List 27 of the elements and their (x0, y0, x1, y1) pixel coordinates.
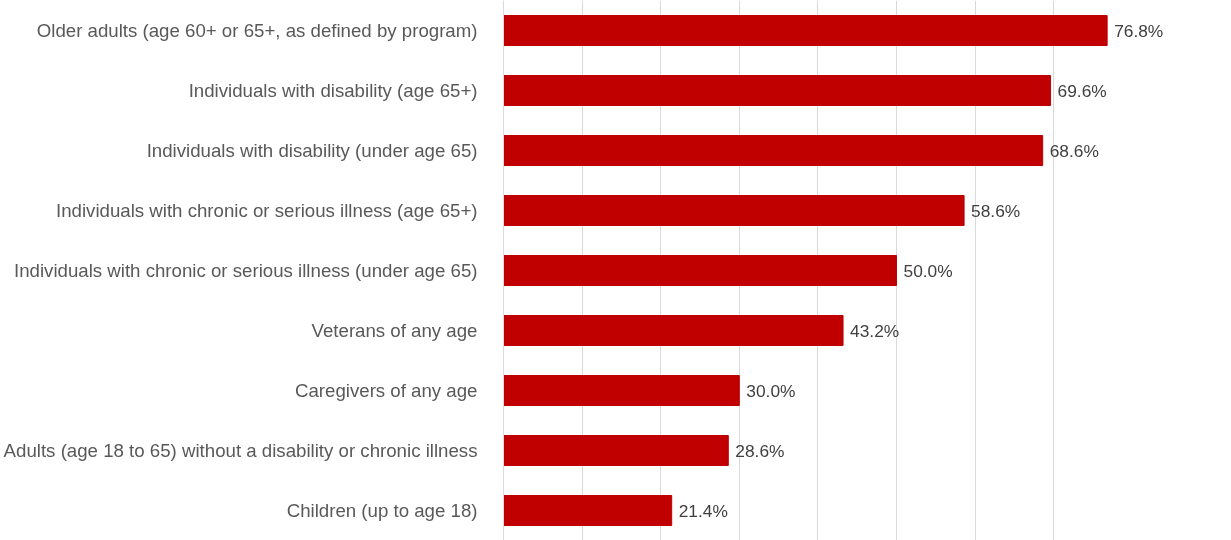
y-tick-label: Children (up to age 18) (286, 500, 478, 521)
bar (503, 75, 1052, 106)
y-tick-label: Individuals with disability (age 65+) (188, 80, 478, 101)
data-label: 43.2% (850, 320, 900, 341)
bar (503, 315, 844, 346)
data-label: 50.0% (903, 260, 953, 281)
y-tick-label: Individuals with chronic or serious illness (age 65+) (55, 200, 478, 221)
data-label: 68.6% (1049, 140, 1099, 161)
data-label: 69.6% (1057, 80, 1107, 101)
bar (503, 375, 740, 406)
y-tick-label: Individuals with disability (under age 65) (146, 140, 478, 161)
data-label: 21.4% (678, 500, 728, 521)
y-tick-label: Older adults (age 60+ or 65+, as defined by program) (36, 20, 478, 41)
bar (503, 495, 673, 526)
bar (503, 435, 729, 466)
data-label: 30.0% (746, 380, 796, 401)
bar (503, 15, 1108, 46)
y-tick-label: Adults (age 18 to 65) without a disability or chronic illness (3, 440, 478, 461)
y-tick-label: Individuals with chronic or serious illness (under age 65) (13, 260, 478, 281)
bar (503, 135, 1044, 166)
y-tick-label: Caregivers of any age (294, 380, 478, 401)
y-tick-label: Veterans of any age (311, 320, 478, 341)
bar (503, 255, 897, 286)
data-label: 58.6% (971, 200, 1021, 221)
bar (503, 195, 965, 226)
data-label: 76.8% (1114, 20, 1164, 41)
data-label: 28.6% (735, 440, 785, 461)
